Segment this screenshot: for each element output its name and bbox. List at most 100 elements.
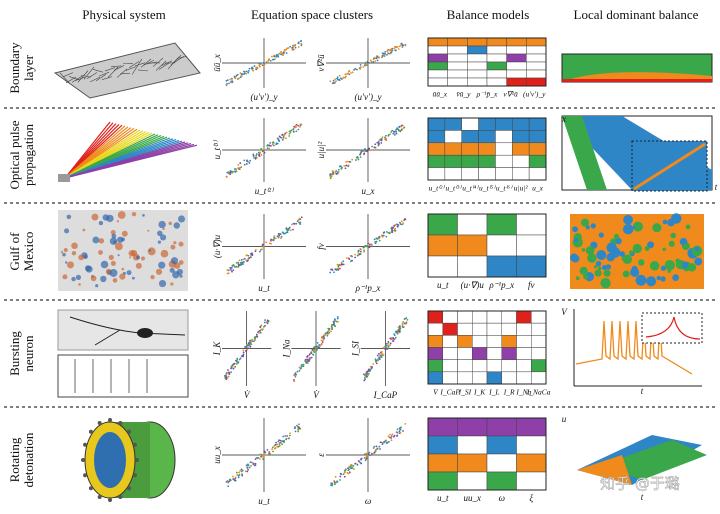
cluster-point: [232, 367, 235, 370]
cluster-point: [278, 234, 281, 237]
cluster-point: [262, 458, 265, 461]
cluster-point: [359, 153, 361, 156]
balance-cell: [531, 322, 547, 336]
row-label: propagation: [21, 123, 36, 186]
cluster-point: [382, 353, 385, 356]
cluster-point: [354, 256, 356, 259]
local-region: [562, 116, 607, 190]
balance-cell: [516, 471, 547, 491]
y-axis-label: I_SI: [351, 340, 361, 357]
injector: [83, 442, 88, 447]
cluster-point: [250, 340, 253, 343]
cluster-point: [282, 54, 284, 57]
local-axis-label: t: [641, 386, 644, 396]
local-region: [602, 440, 707, 480]
cluster-point: [367, 453, 370, 455]
y-axis-label: ε: [316, 453, 326, 457]
cluster-point: [396, 434, 399, 437]
eddy: [173, 222, 181, 229]
cluster-point: [387, 231, 390, 234]
cluster-point: [366, 454, 369, 457]
cluster-point: [297, 430, 300, 433]
local-region: [694, 257, 703, 266]
eddy: [160, 234, 167, 241]
cluster-point: [394, 45, 396, 48]
cluster-point: [264, 324, 266, 327]
cluster-point: [248, 256, 251, 259]
cluster-point: [227, 481, 230, 484]
cluster-point: [290, 129, 293, 132]
cluster-point: [351, 158, 354, 161]
row-label: Rotating: [7, 437, 22, 482]
local-region: [623, 214, 633, 225]
balance-cell: [516, 435, 547, 455]
cluster-point: [344, 73, 347, 76]
cluster-point: [352, 465, 355, 467]
column-header: Physical system: [82, 7, 165, 22]
cluster-point: [302, 363, 305, 366]
cluster-point: [367, 368, 370, 371]
texture: [116, 68, 128, 78]
cluster-point: [252, 462, 255, 465]
eddy: [157, 230, 163, 237]
local-region: [662, 219, 668, 225]
local-region: [628, 250, 634, 255]
local-region: [664, 260, 676, 271]
cluster-point: [245, 163, 248, 165]
balance-cell: [526, 45, 547, 55]
local-region: [577, 455, 632, 485]
texture: [59, 72, 71, 85]
cluster-point: [364, 244, 366, 247]
balance-cell: [512, 167, 530, 181]
local-region: [581, 248, 586, 252]
cluster-point: [231, 364, 234, 367]
balance-cell: [528, 117, 547, 131]
balance-cell: [457, 234, 488, 257]
cluster-point: [395, 132, 398, 135]
balance-cell: [528, 167, 547, 181]
eddy: [119, 273, 126, 280]
local-region: [635, 274, 647, 286]
model-term: I_R: [503, 388, 515, 397]
cluster-point: [387, 341, 390, 344]
texture: [62, 72, 74, 78]
cluster-point: [346, 160, 349, 163]
cluster-point: [293, 44, 296, 47]
balance-grid: [427, 213, 547, 278]
cluster-point: [278, 439, 280, 442]
eddy: [78, 254, 85, 261]
balance-cell: [501, 347, 517, 360]
cluster-point: [261, 248, 263, 251]
cluster-point: [370, 149, 372, 152]
balance-cell: [427, 142, 446, 156]
cluster-point: [235, 168, 237, 171]
x-axis-label: u_t⁽²⁾: [255, 186, 274, 196]
injector: [108, 418, 112, 422]
eddy: [117, 254, 120, 257]
cluster-point: [258, 153, 261, 156]
cluster-point: [235, 75, 237, 78]
cluster-point: [336, 317, 339, 320]
cluster-point: [368, 147, 370, 150]
cluster-point: [345, 75, 347, 78]
cluster-point: [282, 52, 285, 55]
cluster-point: [396, 46, 399, 48]
cluster-point: [283, 133, 286, 136]
balance-cell: [427, 69, 448, 79]
cluster-point: [252, 153, 255, 156]
cluster-point: [239, 357, 242, 360]
cluster-point: [270, 242, 272, 245]
cluster-point: [363, 152, 366, 155]
cluster-point: [359, 156, 362, 158]
cluster-point: [318, 346, 321, 349]
cluster-point: [304, 358, 307, 361]
balance-cell: [486, 37, 507, 47]
model-term: u_t: [437, 493, 449, 503]
cluster-point: [245, 464, 248, 467]
cluster-point: [375, 240, 378, 243]
cluster-point: [314, 349, 317, 352]
cluster-point: [378, 237, 381, 240]
eddy: [147, 229, 150, 232]
cluster-point: [322, 339, 325, 342]
cluster-point: [277, 232, 280, 235]
